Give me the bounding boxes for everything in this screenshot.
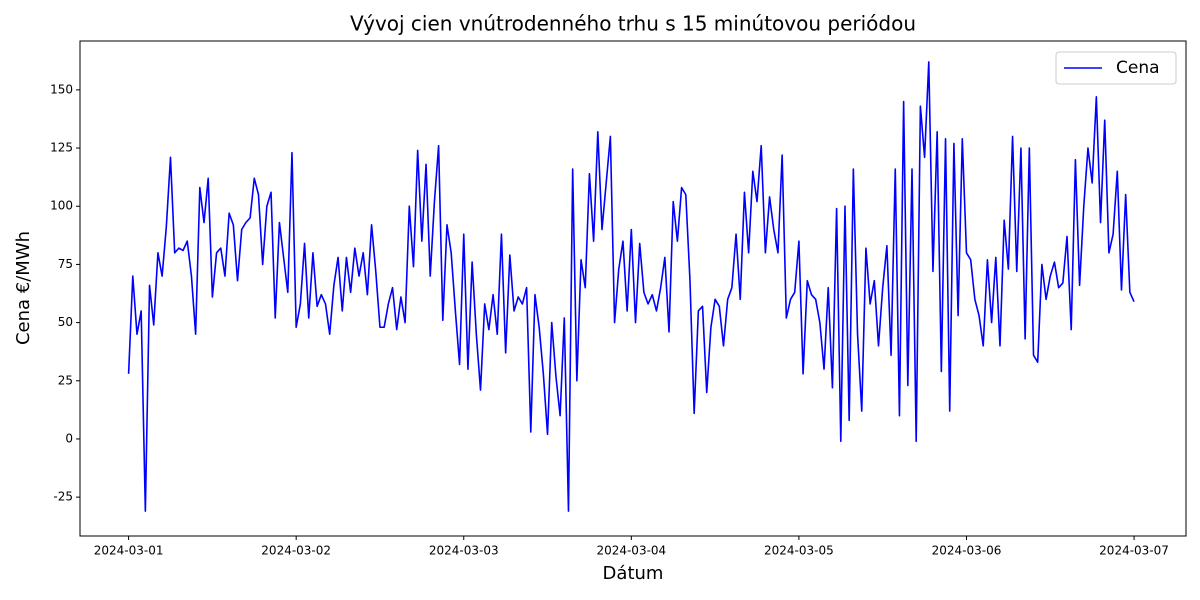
y-tick-label: 125 [50, 141, 73, 155]
x-tick-label: 2024-03-05 [764, 544, 834, 558]
chart-title: Vývoj cien vnútrodenného trhu s 15 minút… [350, 12, 916, 36]
x-tick-label: 2024-03-07 [1099, 544, 1169, 558]
x-tick-label: 2024-03-03 [429, 544, 499, 558]
y-tick-label: 150 [50, 82, 73, 96]
y-tick-label: 0 [65, 431, 73, 445]
x-tick-label: 2024-03-02 [261, 544, 331, 558]
x-axis-label: Dátum [603, 563, 664, 584]
x-tick-label: 2024-03-01 [94, 544, 164, 558]
plot-frame [79, 40, 1187, 537]
y-tick-label: 100 [50, 199, 73, 213]
x-tick-label: 2024-03-06 [932, 544, 1002, 558]
y-axis-label: Cena €/MWh [13, 231, 34, 345]
y-tick-label: -25 [53, 490, 73, 504]
x-tick-label: 2024-03-04 [596, 544, 666, 558]
y-tick-label: 25 [58, 373, 73, 387]
y-tick-label: 50 [58, 315, 73, 329]
y-tick-label: 75 [58, 257, 73, 271]
price-line [127, 61, 1135, 512]
legend-label: Cena [1116, 58, 1160, 78]
legend-box [1055, 51, 1177, 85]
